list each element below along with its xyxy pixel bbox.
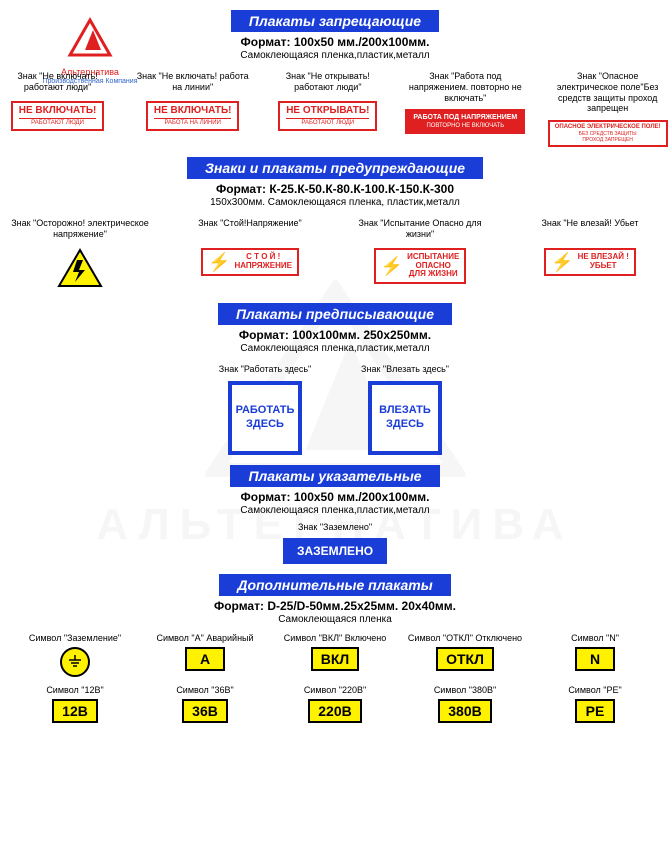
sign-item: Знак "Работать здесь" РАБОТАТЬЗДЕСЬ — [205, 364, 325, 455]
symbol-box: ОТКЛ — [436, 647, 494, 671]
sign-red: НЕ ВКЛЮЧАТЬ!РАБОТА НА ЛИНИИ — [146, 101, 240, 131]
symbol-item: Символ "А" Аварийный А — [145, 633, 265, 677]
symbol-box: 12В — [52, 699, 98, 723]
section-title: Плакаты указательные — [230, 465, 439, 487]
symbol-box: 220В — [308, 699, 361, 723]
sign-label: Знак "Влезать здесь" — [345, 364, 465, 375]
sign-label: Знак "Не включать! работают люди" — [0, 71, 115, 95]
symbol-box: N — [575, 647, 615, 671]
symbol-item: Символ "ОТКЛ" Отключено ОТКЛ — [405, 633, 525, 677]
format: Формат: D-25/D-50мм.25х25мм. 20х40мм. — [0, 599, 670, 613]
symbol-label: Символ "36В" — [145, 685, 265, 695]
warning-triangle-icon — [57, 248, 103, 293]
warning-sign: ⚡НЕ ВЛЕЗАЙ !УБЬЕТ — [544, 248, 636, 276]
symbol-item: Символ "ВКЛ" Включено ВКЛ — [275, 633, 395, 677]
sign-item: Знак "Не открывать! работают люди" НЕ ОТ… — [270, 71, 385, 147]
symbol-item: Символ "12В" 12В — [15, 685, 135, 723]
sign-label: Знак "Осторожно! электрическое напряжени… — [5, 218, 155, 242]
sign-item: Знак "Осторожно! электрическое напряжени… — [5, 218, 155, 293]
warning-sign: ⚡С Т О Й !НАПРЯЖЕНИЕ — [201, 248, 299, 276]
sign-label: Знак "Испытание Опасно для жизни" — [345, 218, 495, 242]
section-indicative: Плакаты указательные Формат: 100х50 мм./… — [0, 465, 670, 565]
sign-label: Знак "Не открывать! работают люди" — [270, 71, 385, 95]
symbol-label: Символ "12В" — [15, 685, 135, 695]
format: Формат: 100х100мм. 250х250мм. — [0, 328, 670, 342]
section-warning: Знаки и плакаты предупреждающие Формат: … — [0, 157, 670, 293]
symbol-label: Символ "PE" — [535, 685, 655, 695]
symbol-box: 36В — [182, 699, 228, 723]
sign-item: Знак "Стой!Напряжение" ⚡С Т О Й !НАПРЯЖЕ… — [175, 218, 325, 293]
symbol-label: Символ "N" — [535, 633, 655, 643]
sign-item: Знак "Не включать! работа на линии" НЕ В… — [135, 71, 250, 147]
section-title: Плакаты запрещающие — [231, 10, 439, 32]
format-sub: Самоклеющаяся пленка,пластик,металл — [0, 343, 670, 354]
symbol-label: Символ "А" Аварийный — [145, 633, 265, 643]
sign-label: Знак "Не включать! работа на линии" — [135, 71, 250, 95]
symbol-item: Символ "36В" 36В — [145, 685, 265, 723]
sign-label: Знак "Заземлено" — [0, 522, 670, 533]
symbol-label: Символ "380В" — [405, 685, 525, 695]
lightning-icon: ⚡ — [551, 253, 573, 271]
indicative-sign: ЗАЗЕМЛЕНО — [283, 538, 387, 564]
sign-red: НЕ ВКЛЮЧАТЬ!РАБОТАЮТ ЛЮДИ — [11, 101, 105, 131]
section-additional: Дополнительные плакаты Формат: D-25/D-50… — [0, 574, 670, 723]
symbol-item: Символ "N" N — [535, 633, 655, 677]
section-title: Дополнительные плакаты — [219, 574, 450, 596]
format-sub: Самоклеющаяся пленка — [0, 614, 670, 625]
sign-label: Знак "Работа под напряжением. повторно н… — [405, 71, 525, 103]
ground-symbol-icon — [60, 647, 90, 677]
sign-label: Знак "Стой!Напряжение" — [175, 218, 325, 242]
sign-item: Знак "Влезать здесь" ВЛЕЗАТЬЗДЕСЬ — [345, 364, 465, 455]
sign-item: Знак "Испытание Опасно для жизни" ⚡ИСПЫТ… — [345, 218, 495, 293]
sign-item: Знак "Не включать! работают люди" НЕ ВКЛ… — [0, 71, 115, 147]
warning-sign: ⚡ИСПЫТАНИЕОПАСНОДЛЯ ЖИЗНИ — [374, 248, 467, 284]
symbol-box: ВКЛ — [311, 647, 359, 671]
format: Формат: К-25.К-50.К-80.К-100.К-150.К-300 — [0, 182, 670, 196]
section-prescriptive: Плакаты предписывающие Формат: 100х100мм… — [0, 303, 670, 455]
section-title: Плакаты предписывающие — [218, 303, 452, 325]
sign-red-stripe: ОПАСНОЕ ЭЛЕКТРИЧЕСКОЕ ПОЛЕ!БЕЗ СРЕДСТВ З… — [548, 120, 668, 147]
sign-item: Знак "Не влезай! Убьет ⚡НЕ ВЛЕЗАЙ !УБЬЕТ — [515, 218, 665, 293]
format-sub: Самоклеющаяся пленка,пластик,металл — [0, 505, 670, 516]
symbol-box: А — [185, 647, 225, 671]
format-sub: 150х300мм. Самоклеющаяся пленка, пластик… — [0, 197, 670, 208]
sign-label: Знак "Не влезай! Убьет — [515, 218, 665, 242]
symbol-label: Символ "ВКЛ" Включено — [275, 633, 395, 643]
symbol-item: Символ "380В" 380В — [405, 685, 525, 723]
prescriptive-sign: РАБОТАТЬЗДЕСЬ — [228, 381, 302, 455]
symbol-label: Символ "220В" — [275, 685, 395, 695]
symbol-box: PE — [575, 699, 615, 723]
prescriptive-sign: ВЛЕЗАТЬЗДЕСЬ — [368, 381, 442, 455]
format-sub: Самоклеющаяся пленка,пластик,металл — [0, 50, 670, 61]
symbol-item: Символ "PE" PE — [535, 685, 655, 723]
sign-red-solid: РАБОТА ПОД НАПРЯЖЕНИЕМПОВТОРНО НЕ ВКЛЮЧА… — [405, 109, 525, 134]
symbol-label: Символ "Заземление" — [15, 633, 135, 643]
format: Формат: 100х50 мм./200х100мм. — [0, 35, 670, 49]
sign-label: Знак "Работать здесь" — [205, 364, 325, 375]
sign-item: Знак "Опасное электрическое поле"Без сре… — [545, 71, 670, 147]
symbol-item: Символ "Заземление" — [15, 633, 135, 677]
sign-item: Знак "Работа под напряжением. повторно н… — [405, 71, 525, 147]
symbol-box: 380В — [438, 699, 491, 723]
lightning-icon: ⚡ — [381, 257, 403, 275]
sign-red: НЕ ОТКРЫВАТЬ!РАБОТАЮТ ЛЮДИ — [278, 101, 377, 131]
format: Формат: 100х50 мм./200х100мм. — [0, 490, 670, 504]
symbol-label: Символ "ОТКЛ" Отключено — [405, 633, 525, 643]
section-title: Знаки и плакаты предупреждающие — [187, 157, 483, 179]
lightning-icon: ⚡ — [208, 253, 230, 271]
sign-label: Знак "Опасное электрическое поле"Без сре… — [545, 71, 670, 114]
symbol-item: Символ "220В" 220В — [275, 685, 395, 723]
section-prohibiting: Плакаты запрещающие Формат: 100х50 мм./2… — [0, 10, 670, 147]
